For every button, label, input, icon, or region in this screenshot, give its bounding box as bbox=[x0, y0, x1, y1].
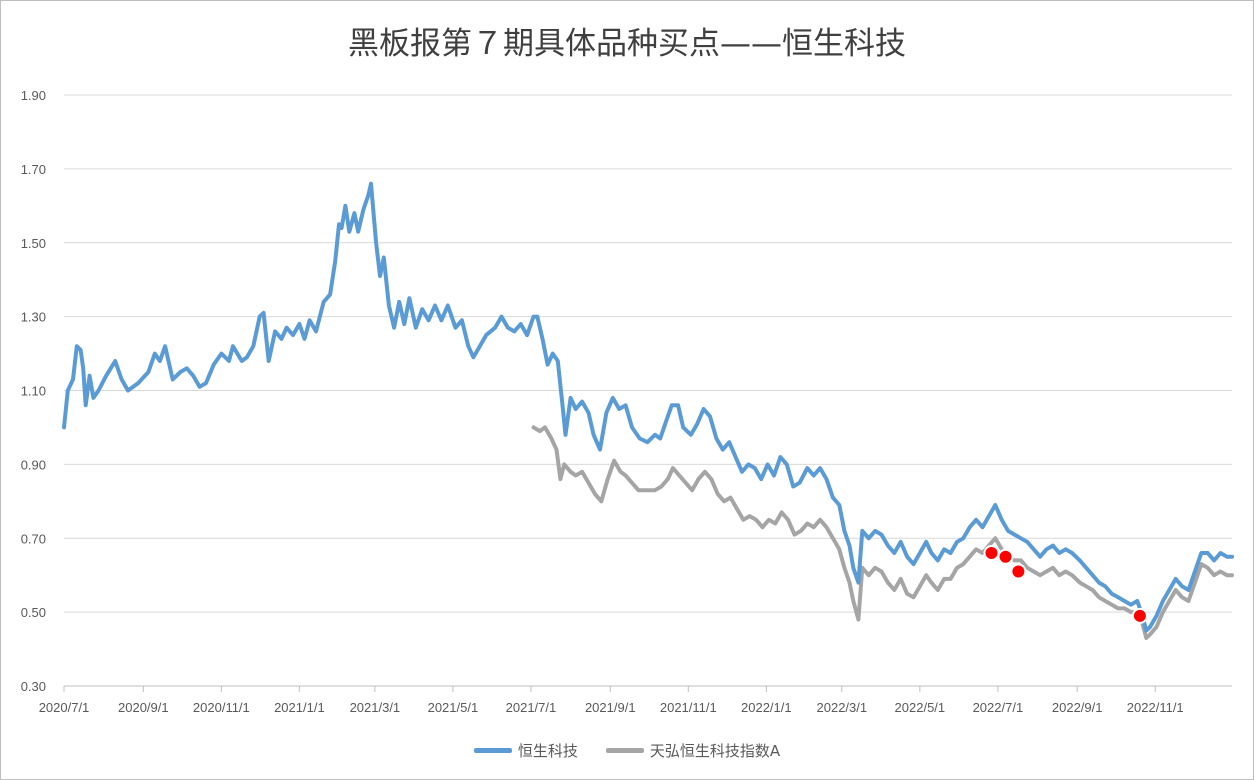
gridlines bbox=[64, 94, 1232, 687]
y-tick-label: 0.70 bbox=[21, 531, 46, 546]
x-tick-label: 2021/9/1 bbox=[585, 700, 636, 715]
buy-point bbox=[1010, 563, 1027, 580]
x-tick-label: 2020/11/1 bbox=[193, 700, 250, 715]
x-tick-label: 2022/3/1 bbox=[817, 700, 868, 715]
x-tick-label: 2021/7/1 bbox=[506, 700, 557, 715]
x-axis: 2020/7/1 2020/9/1 2020/11/1 2021/1/1 2021/3/… bbox=[39, 686, 1184, 715]
x-tick-label: 2021/11/1 bbox=[660, 700, 717, 715]
series-line-0 bbox=[62, 181, 1234, 633]
y-tick-label: 1.50 bbox=[21, 236, 46, 251]
y-tick-label: 0.30 bbox=[21, 679, 46, 694]
y-tick-label: 0.90 bbox=[21, 457, 46, 472]
buy-point-markers bbox=[983, 545, 1148, 624]
x-tick-label: 2022/1/1 bbox=[741, 700, 792, 715]
buy-point bbox=[1131, 607, 1148, 624]
legend-swatch-blue bbox=[473, 748, 512, 753]
x-tick-label: 2021/3/1 bbox=[350, 700, 401, 715]
legend-item-hstech[interactable]: 恒生科技 bbox=[473, 740, 578, 761]
x-tick-label: 2020/7/1 bbox=[39, 700, 90, 715]
legend-label: 天弘恒生科技指数A bbox=[649, 742, 781, 760]
legend-item-tianhong[interactable]: 天弘恒生科技指数A bbox=[605, 740, 781, 761]
x-tick-label: 2022/9/1 bbox=[1052, 700, 1103, 715]
buy-point bbox=[997, 548, 1014, 565]
x-tick-label: 2022/7/1 bbox=[973, 700, 1024, 715]
legend-swatch-gray bbox=[605, 748, 644, 753]
series-line-1 bbox=[531, 425, 1234, 640]
y-tick-label: 1.70 bbox=[21, 162, 46, 177]
y-tick-label: 1.90 bbox=[21, 88, 46, 103]
series-lines bbox=[62, 181, 1234, 640]
y-tick-label: 0.50 bbox=[21, 605, 46, 620]
x-tick-label: 2022/5/1 bbox=[895, 700, 946, 715]
legend: 恒生科技 天弘恒生科技指数A bbox=[0, 740, 1254, 761]
y-tick-label: 1.10 bbox=[21, 384, 46, 399]
x-tick-label: 2022/11/1 bbox=[1127, 700, 1184, 715]
y-tick-label: 1.30 bbox=[21, 310, 46, 325]
legend-label: 恒生科技 bbox=[517, 742, 578, 760]
buy-point bbox=[983, 545, 1000, 562]
x-tick-label: 2021/5/1 bbox=[428, 700, 479, 715]
x-tick-label: 2021/1/1 bbox=[274, 700, 325, 715]
y-axis-ticks: 0.30 0.50 0.70 0.90 1.10 1.30 1.50 1.70 1.90 bbox=[21, 88, 46, 694]
chart-title: 黑板报第７期具体品种买点——恒生科技 bbox=[348, 26, 906, 62]
x-tick-label: 2020/9/1 bbox=[118, 700, 169, 715]
